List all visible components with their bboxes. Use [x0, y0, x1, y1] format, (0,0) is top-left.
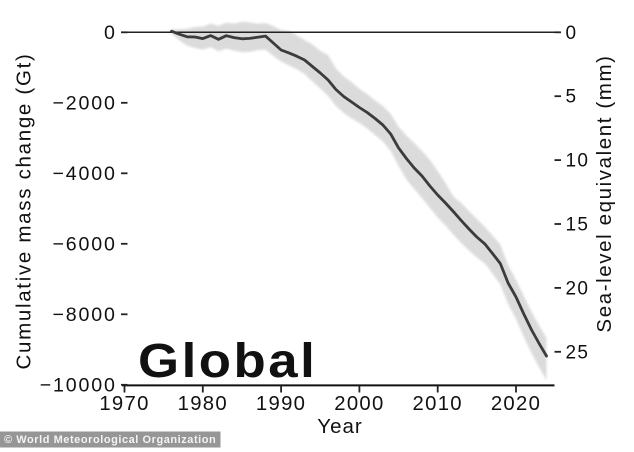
- svg-text:−10000: −10000: [40, 374, 117, 396]
- svg-text:1970: 1970: [99, 393, 149, 415]
- svg-text:2020: 2020: [491, 393, 541, 415]
- svg-text:20: 20: [566, 278, 590, 299]
- svg-text:© World Meteorological Organiz: © World Meteorological Organization: [4, 434, 216, 446]
- svg-text:Sea-level equivalent (mm): Sea-level equivalent (mm): [593, 54, 616, 332]
- svg-text:5: 5: [566, 87, 578, 108]
- svg-text:15: 15: [566, 215, 590, 236]
- svg-text:−6000: −6000: [53, 233, 117, 255]
- svg-text:10: 10: [566, 151, 590, 172]
- svg-text:0: 0: [566, 23, 578, 44]
- svg-text:Year: Year: [317, 415, 362, 438]
- svg-text:0: 0: [104, 22, 117, 44]
- svg-text:1980: 1980: [178, 393, 228, 415]
- svg-text:1990: 1990: [256, 393, 306, 415]
- svg-text:Cumulative mass change (Gt): Cumulative mass change (Gt): [13, 52, 36, 369]
- svg-text:−8000: −8000: [53, 304, 117, 326]
- svg-text:−4000: −4000: [53, 163, 117, 185]
- svg-text:25: 25: [566, 342, 590, 363]
- svg-text:2000: 2000: [334, 393, 384, 415]
- svg-text:Global: Global: [138, 333, 317, 387]
- svg-text:2010: 2010: [413, 393, 463, 415]
- svg-text:−2000: −2000: [53, 92, 117, 114]
